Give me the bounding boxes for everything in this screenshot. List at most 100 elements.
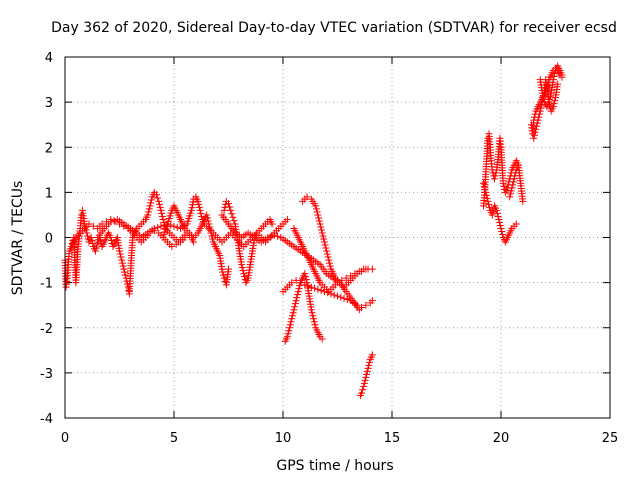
data-point <box>307 283 315 291</box>
data-point <box>512 220 520 228</box>
data-point <box>296 282 304 290</box>
data-point <box>483 194 491 202</box>
data-point <box>313 208 321 216</box>
data-point <box>488 211 496 219</box>
data-point <box>316 220 324 228</box>
data-point <box>546 95 554 103</box>
data-point <box>343 296 351 304</box>
data-point <box>230 217 238 225</box>
data-point <box>289 309 297 317</box>
data-point <box>205 220 213 228</box>
data-point <box>480 182 488 190</box>
data-point <box>197 209 205 217</box>
data-points <box>61 62 566 399</box>
data-point <box>550 73 558 81</box>
y-tick-label: -1 <box>40 277 53 292</box>
data-point <box>222 200 230 208</box>
data-point <box>203 214 211 222</box>
data-point <box>326 259 334 267</box>
data-point <box>227 206 235 214</box>
data-point <box>514 161 522 169</box>
data-point <box>89 240 97 248</box>
data-point <box>207 229 215 237</box>
data-point <box>482 191 490 199</box>
data-point <box>285 327 293 335</box>
data-point <box>121 268 129 276</box>
data-point <box>226 203 234 211</box>
data-point <box>357 303 365 311</box>
x-tick-label: 20 <box>493 431 510 446</box>
data-point <box>307 306 315 314</box>
data-point <box>551 70 559 78</box>
data-point <box>84 232 92 240</box>
data-point <box>362 373 370 381</box>
data-point <box>324 253 332 261</box>
data-point <box>508 184 516 192</box>
data-point <box>368 351 376 359</box>
data-point <box>510 175 518 183</box>
data-point <box>239 267 247 275</box>
data-point <box>482 188 490 196</box>
data-point <box>288 279 296 287</box>
data-point <box>195 203 203 211</box>
data-point <box>337 293 345 301</box>
data-point <box>81 223 89 231</box>
data-point <box>286 321 294 329</box>
data-point <box>549 103 557 111</box>
data-point <box>360 382 368 390</box>
y-tick-label: 3 <box>45 96 53 111</box>
data-point <box>327 290 335 298</box>
data-point <box>538 101 546 109</box>
data-point <box>362 301 370 309</box>
data-point <box>144 211 152 219</box>
data-point <box>291 300 299 308</box>
data-point <box>284 330 292 338</box>
data-point <box>498 227 506 235</box>
data-point <box>98 220 106 228</box>
y-tick-label: 0 <box>45 232 53 247</box>
data-point <box>181 234 189 241</box>
data-point <box>549 76 557 84</box>
data-point <box>551 97 559 105</box>
data-point <box>240 270 248 278</box>
data-point <box>292 297 300 305</box>
data-point <box>309 312 317 320</box>
data-point <box>494 212 502 220</box>
data-point <box>97 237 105 245</box>
y-axis-ticks: -4 -3 -2 -1 0 1 2 3 4 <box>40 51 610 427</box>
data-point <box>320 238 328 246</box>
data-point <box>209 235 217 243</box>
data-point <box>218 265 226 273</box>
data-point <box>326 262 334 270</box>
data-point <box>292 276 300 284</box>
data-point <box>509 181 517 189</box>
data-point <box>536 107 544 115</box>
data-point <box>509 178 517 186</box>
data-point <box>334 292 341 300</box>
data-point <box>506 193 514 201</box>
x-axis-label: GPS time / hours <box>276 458 393 474</box>
data-point <box>485 203 493 211</box>
data-point <box>116 247 123 255</box>
data-point <box>219 271 227 279</box>
data-point <box>546 101 554 109</box>
data-point <box>484 197 492 205</box>
data-point <box>238 264 246 272</box>
data-point <box>120 265 128 273</box>
data-point <box>154 194 162 202</box>
data-point <box>225 265 232 273</box>
data-point <box>294 288 302 296</box>
data-point <box>312 202 320 210</box>
data-point <box>157 206 165 214</box>
data-point <box>304 282 312 290</box>
data-point <box>501 185 509 193</box>
data-point <box>301 281 309 289</box>
data-point <box>554 80 562 88</box>
data-point <box>330 291 338 299</box>
data-point <box>84 235 92 243</box>
data-point <box>357 267 365 275</box>
data-point <box>264 234 272 241</box>
y-axis-label: SDTVAR / TECUs <box>10 181 26 296</box>
data-point <box>318 229 326 237</box>
data-point <box>493 209 501 217</box>
